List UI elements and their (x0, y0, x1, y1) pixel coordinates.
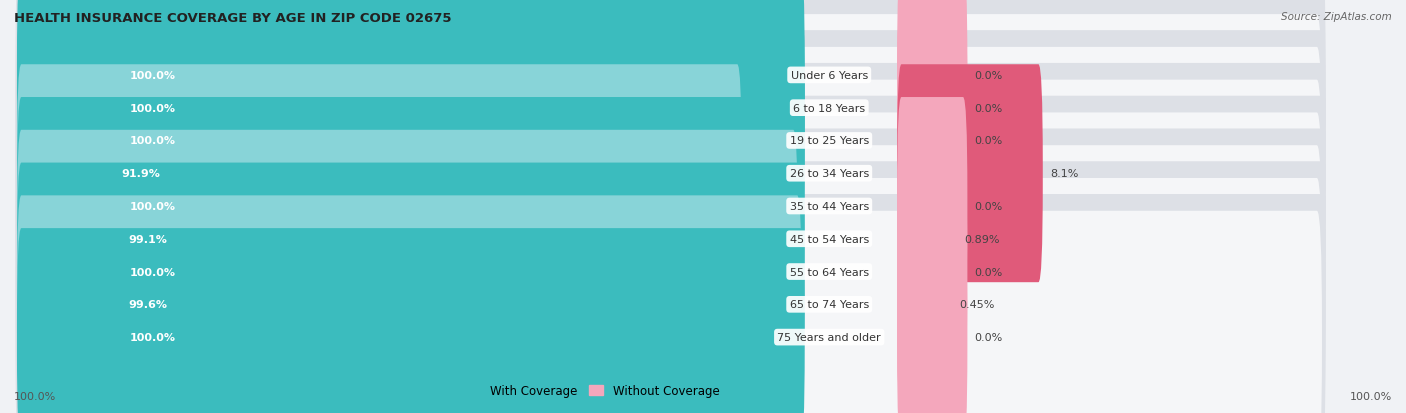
FancyBboxPatch shape (20, 15, 1322, 267)
Text: 65 to 74 Years: 65 to 74 Years (790, 299, 869, 310)
Text: 0.0%: 0.0% (974, 136, 1002, 146)
FancyBboxPatch shape (15, 162, 1326, 413)
Text: 0.0%: 0.0% (974, 332, 1002, 342)
FancyBboxPatch shape (15, 129, 1326, 413)
Text: 91.9%: 91.9% (122, 169, 160, 179)
FancyBboxPatch shape (897, 0, 967, 185)
FancyBboxPatch shape (15, 31, 1326, 316)
FancyBboxPatch shape (20, 113, 1322, 365)
Text: 19 to 25 Years: 19 to 25 Years (790, 136, 869, 146)
Text: 0.45%: 0.45% (959, 299, 995, 310)
Text: 100.0%: 100.0% (129, 202, 176, 211)
Text: 99.1%: 99.1% (128, 234, 167, 244)
FancyBboxPatch shape (17, 0, 804, 217)
FancyBboxPatch shape (20, 0, 1322, 202)
FancyBboxPatch shape (897, 0, 967, 217)
FancyBboxPatch shape (20, 211, 1322, 413)
FancyBboxPatch shape (17, 163, 804, 381)
FancyBboxPatch shape (897, 228, 967, 413)
Text: 6 to 18 Years: 6 to 18 Years (793, 103, 865, 114)
Legend: With Coverage, Without Coverage: With Coverage, Without Coverage (461, 379, 724, 401)
FancyBboxPatch shape (17, 228, 804, 413)
Text: 100.0%: 100.0% (129, 136, 176, 146)
Text: 100.0%: 100.0% (14, 391, 56, 401)
FancyBboxPatch shape (17, 0, 804, 185)
Text: 26 to 34 Years: 26 to 34 Years (790, 169, 869, 179)
FancyBboxPatch shape (897, 163, 967, 381)
Text: 75 Years and older: 75 Years and older (778, 332, 882, 342)
FancyBboxPatch shape (15, 0, 1326, 284)
Text: HEALTH INSURANCE COVERAGE BY AGE IN ZIP CODE 02675: HEALTH INSURANCE COVERAGE BY AGE IN ZIP … (14, 12, 451, 25)
Text: 45 to 54 Years: 45 to 54 Years (790, 234, 869, 244)
FancyBboxPatch shape (15, 195, 1326, 413)
FancyBboxPatch shape (20, 146, 1322, 398)
FancyBboxPatch shape (15, 0, 1326, 251)
Text: Source: ZipAtlas.com: Source: ZipAtlas.com (1281, 12, 1392, 22)
FancyBboxPatch shape (897, 32, 967, 250)
Text: 0.0%: 0.0% (974, 71, 1002, 81)
Text: 0.0%: 0.0% (974, 103, 1002, 114)
FancyBboxPatch shape (17, 196, 801, 413)
FancyBboxPatch shape (897, 98, 967, 315)
FancyBboxPatch shape (15, 64, 1326, 349)
Text: 0.0%: 0.0% (974, 267, 1002, 277)
FancyBboxPatch shape (17, 32, 804, 250)
Text: 100.0%: 100.0% (129, 267, 176, 277)
FancyBboxPatch shape (15, 0, 1326, 218)
Text: 100.0%: 100.0% (129, 332, 176, 342)
Text: 100.0%: 100.0% (129, 103, 176, 114)
FancyBboxPatch shape (897, 65, 1043, 282)
Text: 0.89%: 0.89% (965, 234, 1000, 244)
Text: 100.0%: 100.0% (1350, 391, 1392, 401)
Text: Under 6 Years: Under 6 Years (790, 71, 868, 81)
FancyBboxPatch shape (17, 98, 804, 315)
FancyBboxPatch shape (897, 196, 952, 413)
Text: 8.1%: 8.1% (1050, 169, 1078, 179)
Text: 55 to 64 Years: 55 to 64 Years (790, 267, 869, 277)
Text: 99.6%: 99.6% (129, 299, 167, 310)
FancyBboxPatch shape (15, 97, 1326, 382)
FancyBboxPatch shape (17, 131, 797, 348)
Text: 100.0%: 100.0% (129, 71, 176, 81)
Text: 0.0%: 0.0% (974, 202, 1002, 211)
FancyBboxPatch shape (20, 0, 1322, 235)
FancyBboxPatch shape (17, 65, 741, 282)
Text: 35 to 44 Years: 35 to 44 Years (790, 202, 869, 211)
FancyBboxPatch shape (897, 131, 957, 348)
FancyBboxPatch shape (20, 48, 1322, 300)
FancyBboxPatch shape (20, 81, 1322, 332)
FancyBboxPatch shape (20, 178, 1322, 413)
